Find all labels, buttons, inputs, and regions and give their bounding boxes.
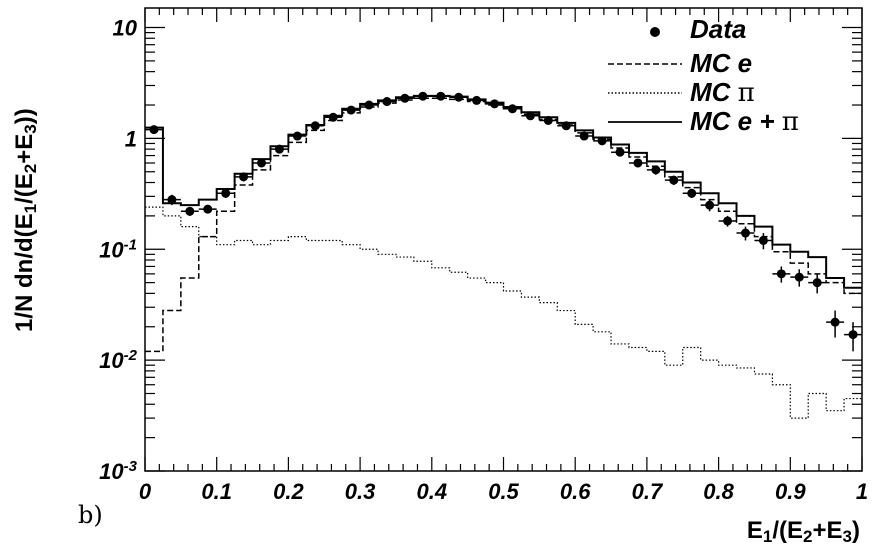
data-point [382,97,392,107]
legend-entry: MC π [608,77,755,108]
histogram-line [145,94,862,289]
y-tick-label: 1 [125,126,137,151]
data-point [794,272,804,282]
data-point [310,121,320,131]
y-axis-title: 1/N dn/d(E1/(E2+E3)) [11,108,40,332]
data-point [758,235,768,245]
x-tick-label: 0.4 [417,479,448,504]
data-point [185,206,195,216]
x-tick-label: 0.3 [345,479,376,504]
x-tick-label: 0.8 [703,479,734,504]
data-point [812,278,822,288]
y-tick-label: 10-2 [99,347,137,374]
data-point [274,144,284,154]
data-point [149,125,159,135]
legend-label: MC π [690,77,755,108]
x-tick-label: 0.9 [775,479,806,504]
data-point [723,216,733,226]
data-point [669,175,679,185]
data-point [705,200,715,210]
data-point [561,121,571,131]
legend-marker [650,27,660,37]
mc-e-plus-pi-histogram [145,94,862,289]
x-axis-tick-labels: 0 0.1 0.2 0.3 0.4 0.5 0.6 0.7 0.8 0.9 1 [139,479,868,504]
data-point [651,165,661,175]
data-point [346,105,356,115]
data-point [454,92,464,102]
x-tick-label: 0 [139,479,152,504]
data-point [525,111,535,121]
y-tick-label: 10-1 [99,236,137,263]
legend-label: Data [690,14,746,44]
legend-entry: MC e + π [608,106,799,137]
x-tick-label: 0.7 [632,479,664,504]
mc-pi-histogram [145,206,862,419]
data-point [848,330,858,340]
data-point [597,136,607,146]
legend-label: MC e + π [690,106,799,137]
data-point [257,158,267,168]
legend-label: MC e [690,48,752,78]
x-tick-label: 0.2 [273,479,304,504]
data-point [507,104,517,114]
data-point [167,195,177,205]
data-point [221,188,231,198]
data-point [364,100,374,110]
data-point [579,131,589,141]
x-tick-label: 1 [856,479,868,504]
data-point [830,317,840,327]
legend-entry: Data [650,14,746,44]
x-tick-label: 0.6 [560,479,591,504]
data-point [633,158,643,168]
y-tick-label: 10-3 [99,458,137,485]
data-points [145,91,862,352]
legend-entry: MC e [608,48,752,78]
data-point [490,99,500,109]
x-axis-title: E1/(E2+E3) [747,517,860,546]
data-point [776,269,786,279]
data-point [740,228,750,238]
data-point [472,95,482,105]
histogram-line [145,206,862,419]
data-point [436,91,446,101]
data-point [418,91,428,101]
data-point [328,112,338,122]
data-point [292,131,302,141]
data-point [400,93,410,103]
y-axis-ticks [145,26,862,472]
x-tick-label: 0.5 [488,479,519,504]
data-point [203,204,213,214]
x-axis-ticks [144,8,863,471]
data-point [615,147,625,157]
data-point [543,116,553,126]
data-point [239,172,249,182]
data-point [687,188,697,198]
x-tick-label: 0.1 [201,479,232,504]
y-tick-label: 10 [113,16,138,41]
y-axis-tick-labels: 10 1 10-1 10-2 10-3 [99,16,138,484]
panel-label: b) [78,501,103,529]
legend: Data MC eMC πMC e + π [608,14,799,137]
